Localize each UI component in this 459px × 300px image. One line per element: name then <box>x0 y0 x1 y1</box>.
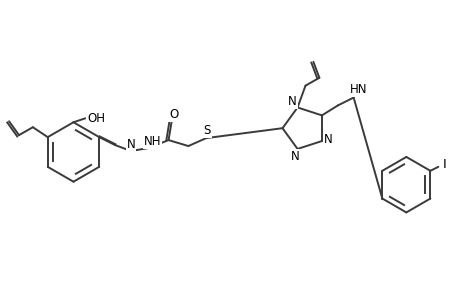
Text: N: N <box>288 95 297 108</box>
Text: N: N <box>126 138 135 151</box>
Text: OH: OH <box>87 112 105 125</box>
Text: N: N <box>323 133 331 146</box>
Text: HN: HN <box>349 83 367 96</box>
Text: NH: NH <box>144 135 161 148</box>
Text: O: O <box>168 108 178 121</box>
Text: N: N <box>291 150 299 164</box>
Text: I: I <box>442 158 445 171</box>
Text: S: S <box>203 124 210 137</box>
